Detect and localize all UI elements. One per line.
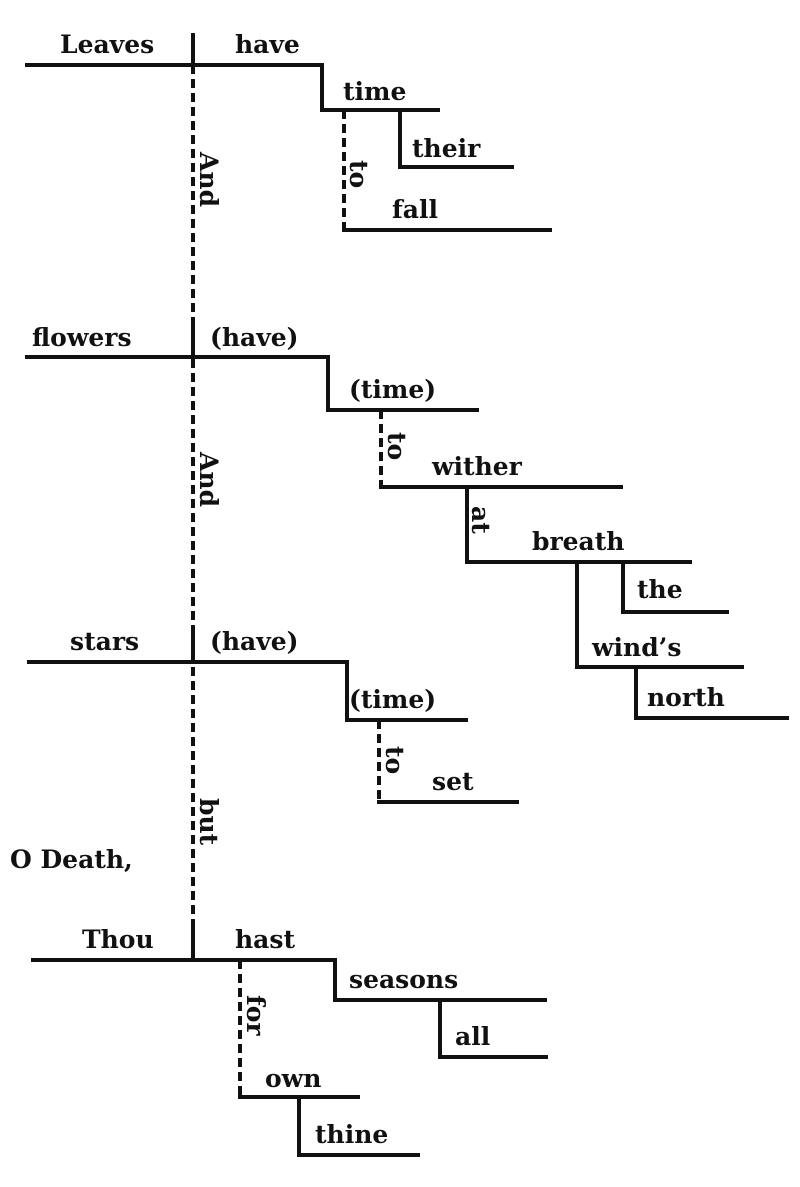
word-thine: thine [315,1120,388,1149]
word-have-implied: (have) [210,323,298,352]
word-seasons: seasons [349,965,458,994]
word-breath: breath [532,527,624,556]
word-and: And [194,151,223,207]
word-hast: hast [235,925,295,954]
word-time-implied: (time) [349,685,436,714]
word-thou: Thou [82,925,154,954]
word-to: to [380,746,409,774]
word-the: the [637,575,683,604]
word-stars: stars [70,627,139,656]
word-north: north [647,683,725,712]
word-and: And [194,451,223,507]
word-time-implied: (time) [349,375,436,404]
clause-stars [27,660,519,804]
word-to: to [382,432,411,460]
word-but: but [194,798,223,846]
word-set: set [432,767,474,796]
word-o-death: O Death, [10,845,133,874]
word-their: their [412,134,481,163]
clause-leaves [25,63,552,232]
clause-thou [31,958,548,1157]
word-all: all [455,1022,490,1051]
word-winds: wind’s [591,633,681,662]
word-for: for [241,995,270,1036]
word-have: have [235,30,300,59]
word-to: to [344,160,373,188]
word-time: time [343,77,406,106]
word-own: own [265,1064,321,1093]
word-wither: wither [431,452,523,481]
word-have-implied: (have) [210,627,298,656]
clause-flowers [25,355,789,720]
word-leaves: Leaves [60,30,154,59]
word-at: at [466,506,495,534]
word-fall: fall [392,195,438,224]
word-flowers: flowers [32,323,132,352]
